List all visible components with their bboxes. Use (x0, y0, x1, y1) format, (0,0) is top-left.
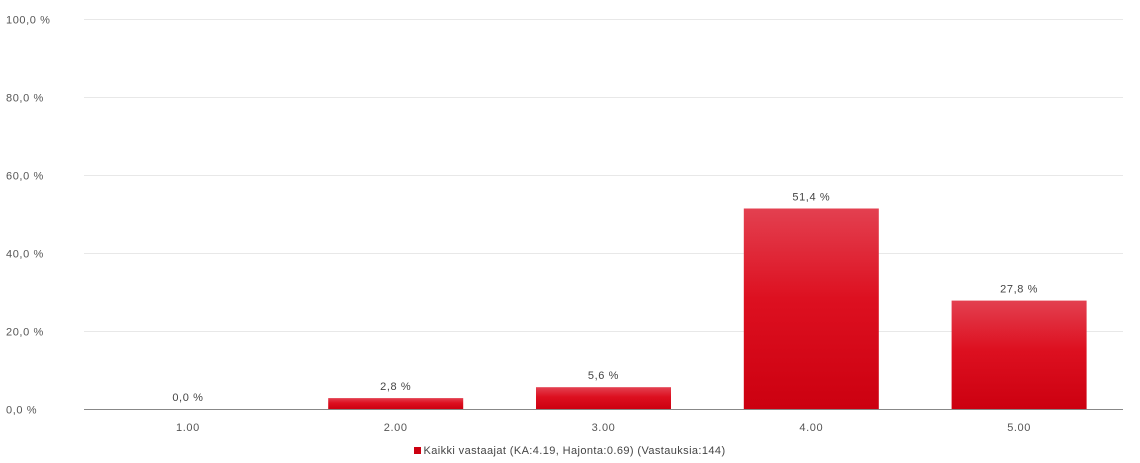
bar (536, 387, 671, 409)
gridlines (84, 19, 1123, 410)
y-tick-label: 20,0 % (6, 327, 44, 339)
x-tick-label: 4.00 (799, 422, 823, 434)
legend-label: Kaikki vastaajat (KA:4.19, Hajonta:0.69)… (423, 445, 726, 457)
y-tick-label: 40,0 % (6, 249, 44, 261)
x-axis-tick-labels: 1.00 2.00 3.00 4.00 5.00 (176, 422, 1031, 434)
bar-value-label: 2,8 % (380, 381, 411, 393)
y-tick-label: 80,0 % (6, 93, 44, 105)
bar (328, 398, 464, 409)
x-tick-label: 2.00 (384, 422, 408, 434)
x-tick-label: 1.00 (176, 422, 200, 434)
bar-value-label: 0,0 % (172, 392, 203, 404)
y-tick-label: 0,0 % (6, 405, 37, 417)
y-tick-label: 100,0 % (6, 15, 51, 27)
bar (951, 300, 1087, 409)
legend-swatch (414, 447, 422, 454)
y-axis-tick-labels: 0,0 % 20,0 % 40,0 % 60,0 % 80,0 % 100,0 % (6, 15, 51, 417)
bar-value-label: 27,8 % (1000, 284, 1038, 296)
bars (328, 208, 1087, 409)
legend: Kaikki vastaajat (KA:4.19, Hajonta:0.69)… (0, 445, 1140, 457)
bar-value-label: 51,4 % (792, 192, 830, 204)
x-tick-label: 3.00 (592, 422, 616, 434)
x-tick-label: 5.00 (1007, 422, 1031, 434)
data-labels: 0,0 % 2,8 % 5,6 % 51,4 % 27,8 % (172, 192, 1038, 405)
bar-value-label: 5,6 % (588, 370, 619, 382)
y-tick-label: 60,0 % (6, 171, 44, 183)
bar (743, 208, 879, 409)
